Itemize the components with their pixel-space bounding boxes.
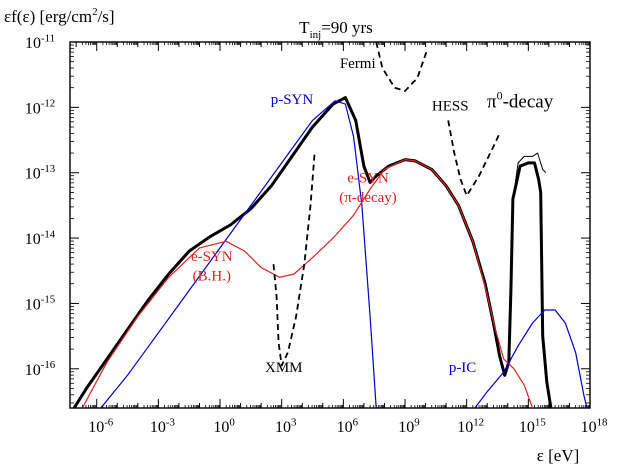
annotation-8: p-IC	[449, 360, 477, 376]
x-axis-label: ε [eV]	[537, 446, 580, 465]
x-tick-label: 1012	[457, 416, 484, 436]
curves	[72, 42, 588, 408]
plot-area	[69, 41, 591, 409]
series-line-2	[100, 100, 377, 408]
annotation-0: p-SYN	[271, 92, 314, 108]
annotation-2: HESS	[432, 99, 469, 115]
axes: 10-6 10-3 100 103 106 109 1012 1015 1018 10-11 10-…	[25, 32, 608, 436]
plot-frame	[69, 41, 591, 409]
x-tick-label: 106	[337, 416, 359, 436]
y-tick-label: 10-16	[25, 359, 56, 379]
x-tick-label: 10-6	[88, 416, 114, 436]
annotation-3: e-SYN	[347, 171, 389, 187]
series-line-0	[72, 96, 553, 408]
y-tick-label: 10-12	[25, 98, 56, 118]
y-tick-label: 10-15	[25, 294, 56, 314]
chart-title: Tinj=90 yrs	[299, 18, 373, 41]
x-tick-label: 100	[213, 416, 235, 436]
x-tick-label: 1018	[581, 416, 608, 436]
pi-decay-label: π0-decay	[487, 88, 554, 112]
series-line-4	[474, 309, 588, 408]
x-tick-label: 10-3	[150, 416, 176, 436]
annotation-1: Fermi	[340, 56, 376, 72]
y-tick-label: 10-14	[25, 228, 56, 248]
series-line-3	[81, 159, 534, 408]
series-line-6	[375, 42, 429, 92]
annotation-6: (B.H.)	[193, 269, 231, 285]
x-tick-label: 1015	[519, 416, 546, 436]
x-tick-label: 103	[275, 416, 297, 436]
series-line-5	[272, 153, 316, 367]
labels: εf(ε) [erg/cm2/s] ε [eV] Tinj=90 yrs p-SYN F…	[4, 6, 579, 465]
annotation-4: (π-decay)	[339, 190, 397, 206]
series-line-7	[447, 120, 501, 197]
annotation-7: XMM	[265, 360, 303, 376]
y-tick-label: 10-13	[25, 163, 56, 183]
y-axis-label: εf(ε) [erg/cm2/s]	[4, 6, 115, 26]
x-tick-label: 109	[398, 416, 419, 436]
y-tick-label: 10-11	[25, 32, 55, 52]
series-line-1	[513, 152, 547, 193]
annotation-5: e-SYN	[191, 249, 233, 265]
